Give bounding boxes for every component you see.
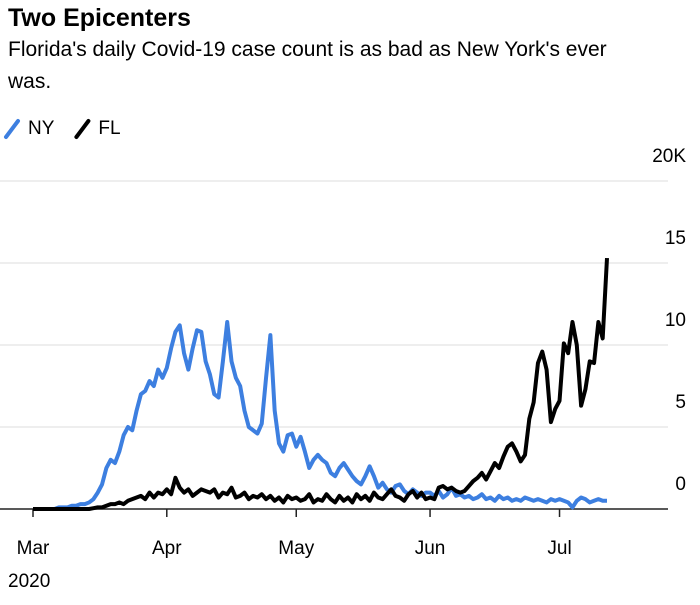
series-line: [33, 257, 609, 511]
header: Two Epicenters Florida's daily Covid-19 …: [8, 2, 648, 98]
y-tick-label: 15: [665, 228, 686, 249]
year-label: 2020: [8, 571, 50, 592]
legend-swatch: [74, 119, 91, 139]
x-tick-label: Jun: [415, 538, 446, 559]
chart-subtitle: Florida's daily Covid-19 case count is a…: [8, 38, 607, 93]
x-tick-label: Apr: [152, 538, 182, 559]
x-tick-label: Jul: [547, 538, 571, 559]
x-tick-label: May: [278, 538, 314, 559]
legend-label: FL: [98, 118, 120, 139]
chart-title: Two Epicenters: [8, 4, 191, 32]
y-tick-label: 5: [675, 392, 686, 413]
y-tick-label: 20K: [652, 146, 686, 167]
legend-swatch: [4, 119, 20, 139]
legend-label: NY: [28, 118, 55, 139]
y-tick-label: 10: [665, 310, 686, 331]
x-tick-label: Mar: [17, 538, 50, 559]
series-line: [33, 320, 607, 511]
y-tick-label: 0: [675, 474, 686, 495]
